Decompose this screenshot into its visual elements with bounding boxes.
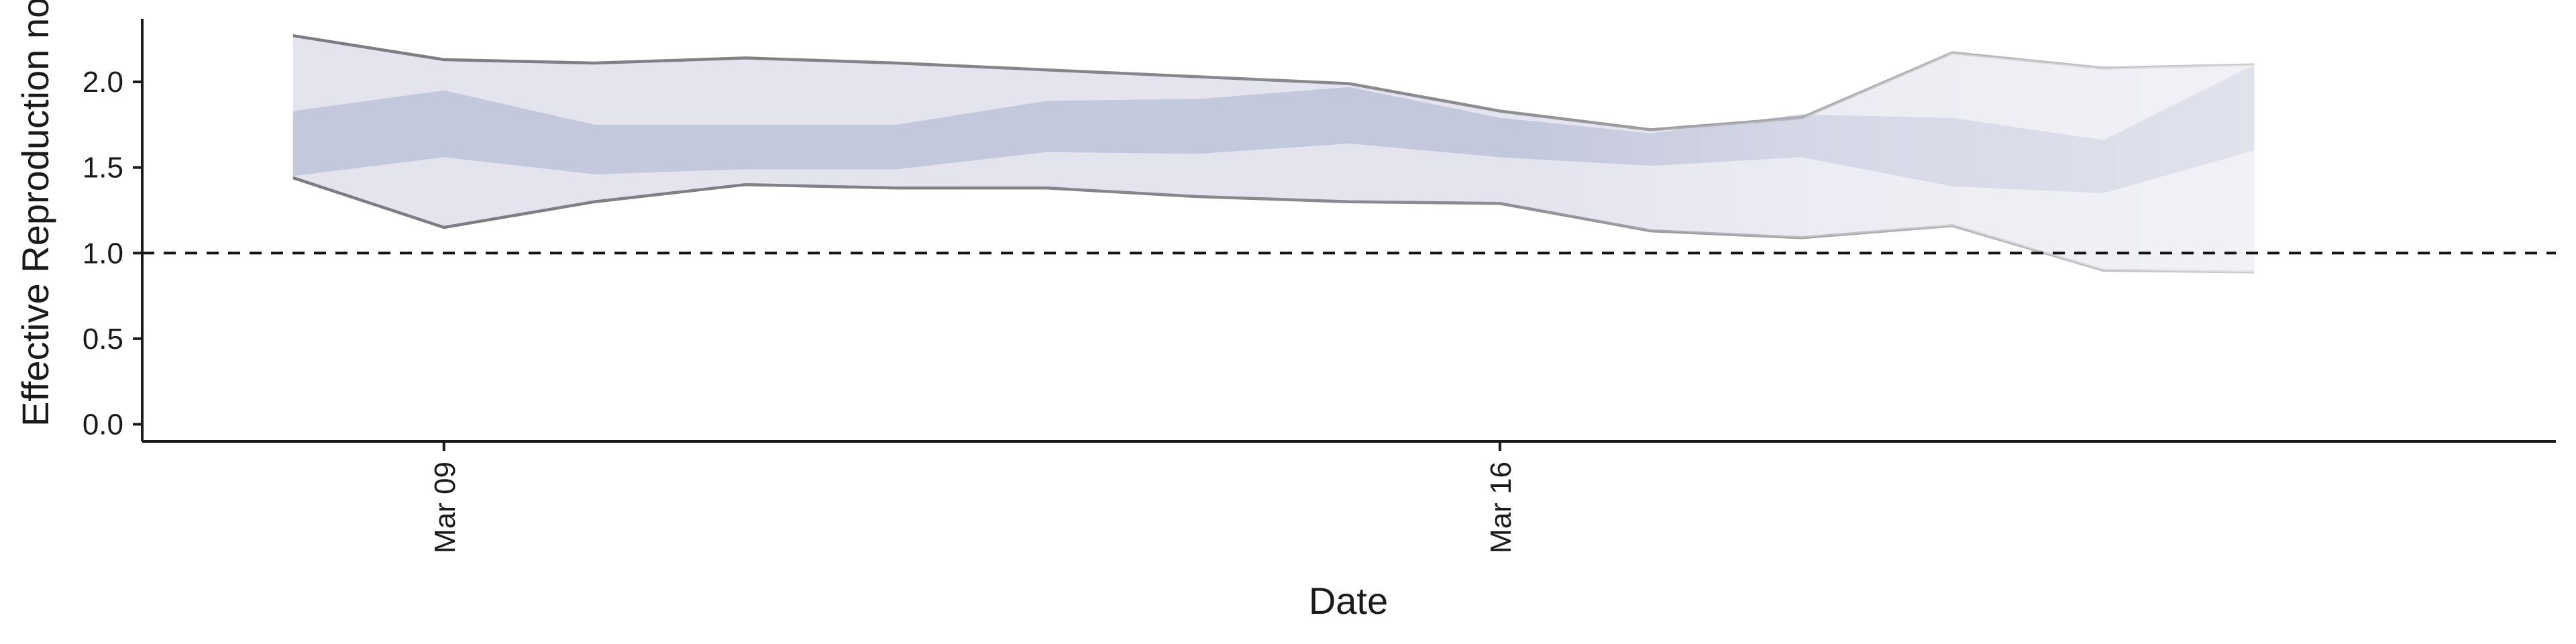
x-tick-label: Mar 16 [1485,462,1517,553]
y-tick-label: 2.0 [83,66,123,99]
x-tick-label: Mar 09 [429,462,462,553]
y-tick-label: 1.5 [83,152,123,184]
y-tick-label: 0.5 [83,323,123,356]
axes: 0.0 0.5 1.0 1.5 2.0 Mar 09 Mar 16 [83,19,2556,553]
y-tick-label: 0.0 [83,408,123,441]
y-axis-title: Effective Reproduction no. [14,0,56,427]
credible-interval-bands [292,34,2255,274]
y-tick-label: 1.0 [83,237,123,270]
forecast-fade-overlay [292,36,2255,272]
x-axis-title: Date [1309,580,1388,622]
